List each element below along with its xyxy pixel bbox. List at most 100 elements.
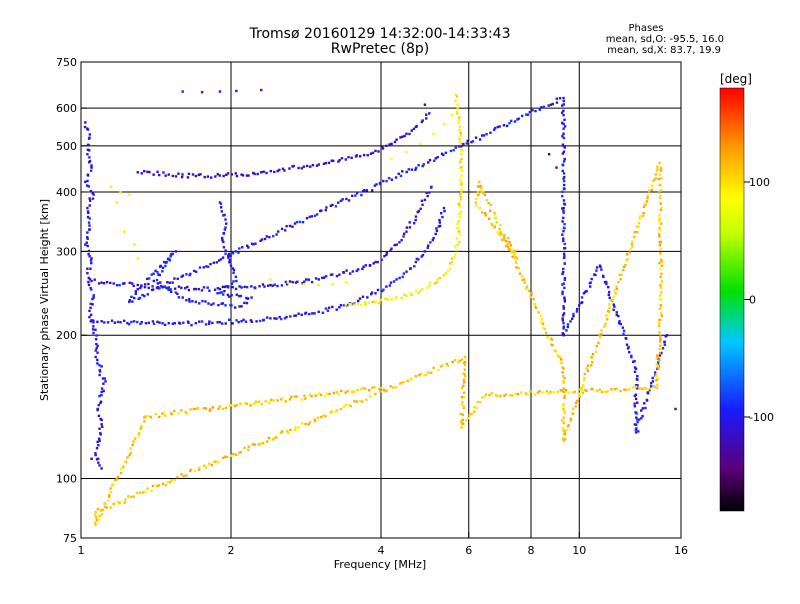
data-point	[454, 99, 457, 103]
data-point	[319, 415, 323, 419]
data-point	[324, 161, 328, 165]
data-point	[169, 255, 172, 258]
y-axis-label: Stationary phase Virtual Height [km]	[38, 199, 51, 401]
data-point	[412, 221, 416, 225]
data-point	[562, 282, 566, 285]
data-point	[87, 280, 90, 284]
data-point	[424, 373, 428, 377]
data-point	[308, 215, 311, 219]
data-point	[563, 298, 566, 301]
data-point	[220, 302, 223, 305]
data-point	[198, 266, 202, 269]
data-point	[133, 243, 136, 246]
data-point	[231, 322, 234, 325]
data-point	[188, 300, 191, 303]
data-point	[297, 312, 300, 315]
data-point	[163, 285, 166, 289]
data-point	[218, 291, 222, 295]
data-point	[552, 391, 555, 394]
data-point	[629, 247, 632, 251]
data-point	[643, 402, 646, 405]
x-tick-label: 2	[228, 544, 235, 557]
data-point	[191, 173, 195, 176]
data-point	[230, 282, 234, 285]
data-point	[615, 311, 618, 314]
data-point	[457, 145, 461, 148]
data-point	[438, 218, 441, 222]
data-point	[289, 428, 292, 432]
data-point	[647, 189, 651, 193]
data-point	[315, 164, 319, 167]
data-point	[169, 290, 173, 294]
data-point	[174, 250, 178, 253]
data-point	[471, 140, 475, 143]
data-point	[633, 366, 637, 369]
data-point	[208, 320, 211, 323]
data-points	[83, 88, 677, 526]
data-point	[562, 99, 565, 103]
data-point	[659, 335, 662, 338]
data-point	[460, 157, 463, 161]
data-point	[457, 121, 460, 125]
data-point	[459, 195, 462, 199]
data-point	[582, 379, 586, 382]
data-point	[651, 380, 655, 383]
data-point	[136, 320, 139, 324]
data-point	[176, 475, 179, 479]
data-point	[127, 495, 130, 498]
data-point	[383, 254, 386, 258]
data-point	[637, 225, 640, 228]
data-point	[659, 194, 662, 198]
data-point	[89, 313, 93, 317]
data-point	[462, 372, 465, 375]
data-point	[584, 388, 587, 392]
data-point	[450, 113, 454, 117]
data-point	[458, 125, 461, 128]
data-point	[88, 224, 91, 227]
data-point	[88, 217, 91, 220]
data-point	[86, 244, 89, 248]
data-point	[510, 251, 514, 254]
data-point	[193, 469, 197, 472]
data-point	[197, 466, 201, 470]
data-point	[549, 103, 553, 106]
data-point	[659, 268, 662, 271]
data-point	[310, 280, 314, 284]
data-point	[366, 153, 369, 157]
data-point	[166, 281, 169, 284]
data-point	[395, 138, 398, 141]
data-point	[231, 251, 235, 255]
colorbar-label: [deg]	[720, 72, 752, 86]
data-point	[462, 142, 465, 146]
data-point	[89, 169, 93, 172]
data-point	[98, 439, 101, 443]
data-point	[211, 406, 215, 409]
data-point	[460, 426, 463, 429]
data-point	[442, 123, 446, 126]
data-point	[269, 169, 273, 173]
data-point	[517, 117, 520, 120]
data-point	[269, 317, 272, 320]
data-point	[234, 250, 238, 253]
data-point	[473, 410, 476, 414]
data-point	[511, 255, 514, 259]
data-point	[451, 360, 454, 364]
data-point	[351, 194, 354, 198]
data-point	[415, 289, 418, 293]
data-point	[409, 267, 412, 270]
data-point	[247, 445, 250, 449]
data-point	[161, 482, 165, 486]
data-point	[167, 173, 170, 176]
data-point	[338, 273, 341, 276]
data-point	[389, 281, 393, 284]
data-point	[381, 147, 385, 150]
data-point	[100, 365, 103, 368]
data-point	[238, 294, 241, 298]
data-point	[215, 261, 219, 264]
data-point	[664, 335, 667, 338]
data-point	[161, 412, 164, 415]
data-point	[563, 203, 567, 206]
data-point	[92, 331, 95, 335]
data-point	[88, 278, 92, 281]
data-point	[365, 398, 368, 401]
